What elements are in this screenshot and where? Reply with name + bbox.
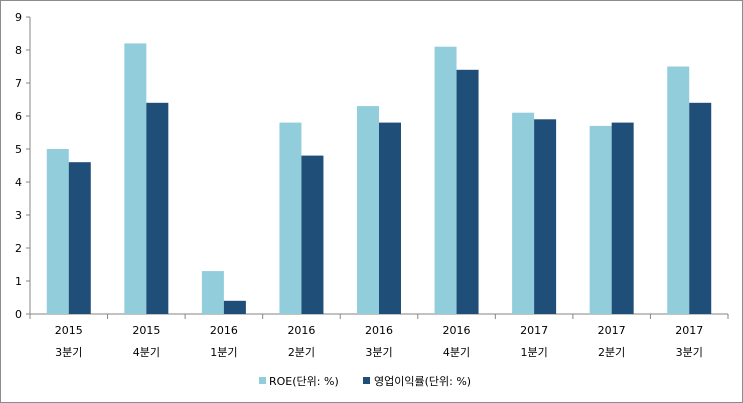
x-tick-label-quarter: 1분기: [210, 346, 237, 359]
legend: ROE(단위: %) 영업이익률(단위: %): [259, 375, 471, 388]
bars: [46, 43, 712, 315]
x-tick-label-year: 2016: [210, 324, 238, 337]
bar-roe: [279, 122, 302, 314]
x-tick-label-year: 2017: [520, 324, 548, 337]
x-tick-label-quarter: 4분기: [133, 346, 160, 359]
y-tick-label: 1: [15, 275, 22, 288]
x-tick-label-year: 2016: [287, 324, 315, 337]
x-tick-label-quarter: 3분기: [55, 346, 82, 359]
x-tick-label-quarter: 2분기: [288, 346, 315, 359]
y-tick-label: 2: [15, 242, 22, 255]
x-tick-label-quarter: 3분기: [676, 346, 703, 359]
bar-operating-margin: [689, 102, 712, 314]
y-tick-label: 3: [15, 209, 22, 222]
y-axis-tick-labels: 0 1 2 3 4 5 6 7 8 9: [15, 11, 22, 321]
x-tick-label-quarter: 3분기: [365, 346, 392, 359]
x-tick-label-quarter: 2분기: [598, 346, 625, 359]
bar-roe: [201, 271, 224, 314]
bar-operating-margin: [379, 122, 401, 314]
x-tick-label-quarter: 4분기: [443, 346, 470, 359]
y-tick-label: 4: [15, 176, 22, 189]
x-tick-label-year: 2015: [55, 324, 83, 337]
legend-label-roe: ROE(단위: %): [269, 375, 339, 388]
y-tick-label: 9: [15, 11, 22, 24]
bar-roe: [357, 106, 379, 314]
bar-roe: [512, 112, 535, 314]
y-tick-label: 6: [15, 110, 22, 123]
x-tick-label-year: 2017: [598, 324, 626, 337]
bar-operating-margin: [456, 69, 479, 314]
legend-swatch-operating-margin: [363, 377, 370, 384]
bar-operating-margin: [146, 102, 169, 314]
x-axis-tick-labels: 2015 3분기 2015 4분기 2016 1분기 2016 2분기 2016 3분기 2016 4…: [55, 324, 703, 359]
legend-swatch-roe: [259, 377, 266, 384]
bar-operating-margin: [534, 119, 557, 314]
bar-roe: [434, 46, 457, 314]
legend-label-operating-margin: 영업이익률(단위: %): [374, 375, 471, 388]
bar-operating-margin: [301, 155, 324, 314]
x-tick-label-year: 2016: [443, 324, 471, 337]
x-tick-label-year: 2016: [365, 324, 393, 337]
bar-operating-margin: [68, 162, 91, 314]
y-tick-label: 5: [15, 143, 22, 156]
bar-roe: [124, 43, 147, 315]
y-tick-label: 0: [15, 308, 22, 321]
bar-roe: [589, 125, 612, 315]
x-tick-label-year: 2015: [132, 324, 160, 337]
y-tick-label: 7: [15, 77, 22, 90]
bar-operating-margin: [611, 122, 634, 314]
bar-operating-margin: [223, 300, 246, 314]
bar-roe: [46, 149, 69, 314]
y-tick-label: 8: [15, 44, 22, 57]
bar-roe: [667, 66, 690, 314]
x-tick-label-year: 2017: [675, 324, 703, 337]
x-tick-label-quarter: 1분기: [520, 346, 547, 359]
